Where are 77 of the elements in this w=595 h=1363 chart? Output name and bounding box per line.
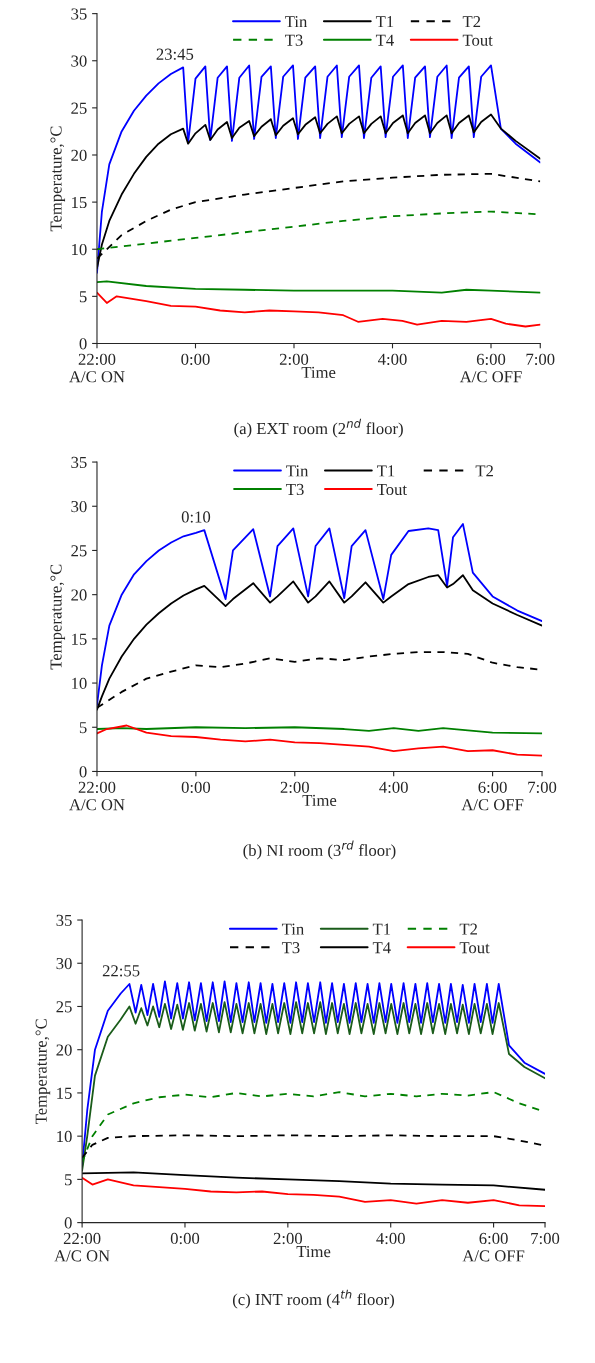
- x-tick-label: 22:00 A/C ON: [69, 353, 125, 383]
- y-tick-label: 30: [71, 55, 87, 67]
- x-tick-label: 22:00 A/C ON: [54, 1232, 110, 1262]
- legend-label: T3: [281, 942, 300, 954]
- y-tick-label: 0: [79, 338, 87, 350]
- line-series: [82, 1176, 546, 1208]
- y-tick-label: 20: [71, 589, 87, 601]
- legend-label: T1: [372, 923, 391, 935]
- y-axis-title: Temperature,°C: [35, 1019, 51, 1124]
- x-tick-label: 6:00 A/C OFF: [462, 1232, 525, 1262]
- x-tick-label: 6:00 A/C OFF: [459, 353, 522, 383]
- x-tick-label: 2:00: [279, 353, 309, 365]
- x-tick-label: 22:00 A/C ON: [69, 781, 125, 811]
- legend-label: T4: [372, 942, 391, 954]
- annotation: 22:55: [102, 965, 140, 977]
- text: (c) INT room (4$^{th}$ floor): [232, 1289, 395, 1309]
- annotation: 0:10: [181, 511, 211, 523]
- line-series: [96, 726, 543, 735]
- y-tick-label: 30: [56, 957, 72, 970]
- y-tick-label: 35: [56, 914, 72, 926]
- x-tick-label: 2:00: [280, 781, 309, 793]
- y-tick-label: 10: [72, 677, 87, 689]
- x-tick-label: 0:00: [170, 1232, 200, 1245]
- x-axis-title: Time: [301, 366, 336, 379]
- y-tick-label: 25: [71, 102, 87, 114]
- legend-label: T2: [462, 16, 481, 28]
- x-tick-label: 6:00 A/C OFF: [461, 781, 524, 811]
- y-tick-label: 35: [71, 8, 87, 20]
- y-tick-label: 10: [72, 243, 87, 256]
- x-tick-label: 7:00: [528, 781, 557, 793]
- x-axis-title: Time: [302, 794, 337, 807]
- x-tick-label: 4:00: [379, 781, 408, 793]
- x-tick-label: 0:00: [181, 781, 211, 793]
- y-tick-label: 25: [71, 545, 87, 557]
- text: (a) EXT room (2$^{nd}$ floor): [234, 418, 403, 438]
- x-axis-title: Time: [296, 1245, 331, 1258]
- x-tick-label: 2:00: [273, 1232, 303, 1245]
- legend-label: T1: [375, 16, 394, 28]
- line-series: [96, 280, 541, 294]
- y-tick-label: 25: [56, 1001, 72, 1013]
- y-tick-label: 15: [72, 196, 87, 209]
- legend-label: Tout: [459, 942, 490, 954]
- legend-label: T1: [377, 465, 395, 477]
- x-tick-label: 7:00: [526, 353, 555, 365]
- line-series: [82, 1171, 546, 1191]
- x-tick-label: 7:00: [531, 1232, 560, 1245]
- legend-label: T3: [286, 483, 304, 496]
- y-tick-label: 35: [71, 456, 87, 468]
- y-tick-label: 5: [65, 1174, 72, 1186]
- legend-label: Tout: [462, 34, 493, 46]
- y-axis-title: Temperature,°C: [50, 564, 66, 670]
- line-series: [96, 291, 541, 328]
- y-tick-label: 10: [57, 1130, 72, 1143]
- legend-label: Tin: [286, 465, 309, 477]
- legend-label: T2: [475, 465, 493, 477]
- annotation: 23:45: [156, 48, 194, 60]
- y-tick-label: 20: [71, 149, 87, 161]
- y-tick-label: 0: [79, 766, 87, 778]
- y-tick-label: 0: [64, 1217, 72, 1229]
- y-tick-label: 20: [56, 1044, 72, 1056]
- legend-label: T4: [375, 34, 394, 46]
- line-series: [96, 724, 543, 757]
- legend-label: Tin: [281, 923, 304, 935]
- legend-label: T2: [459, 923, 477, 935]
- y-tick-label: 30: [71, 500, 87, 513]
- legend-label: T3: [285, 34, 303, 46]
- legend-label: Tin: [285, 16, 308, 28]
- x-tick-label: 4:00: [376, 1232, 405, 1245]
- x-tick-label: 0:00: [181, 353, 210, 365]
- y-tick-label: 15: [57, 1087, 72, 1099]
- y-tick-label: 5: [79, 722, 87, 734]
- y-axis-title: Temperature,°C: [50, 126, 66, 232]
- y-tick-label: 5: [79, 291, 87, 303]
- y-tick-label: 15: [72, 633, 87, 645]
- legend-label: Tout: [377, 483, 407, 496]
- text: (b) NI room (3$^{rd}$ floor): [243, 840, 396, 860]
- x-tick-label: 4:00: [378, 353, 407, 365]
